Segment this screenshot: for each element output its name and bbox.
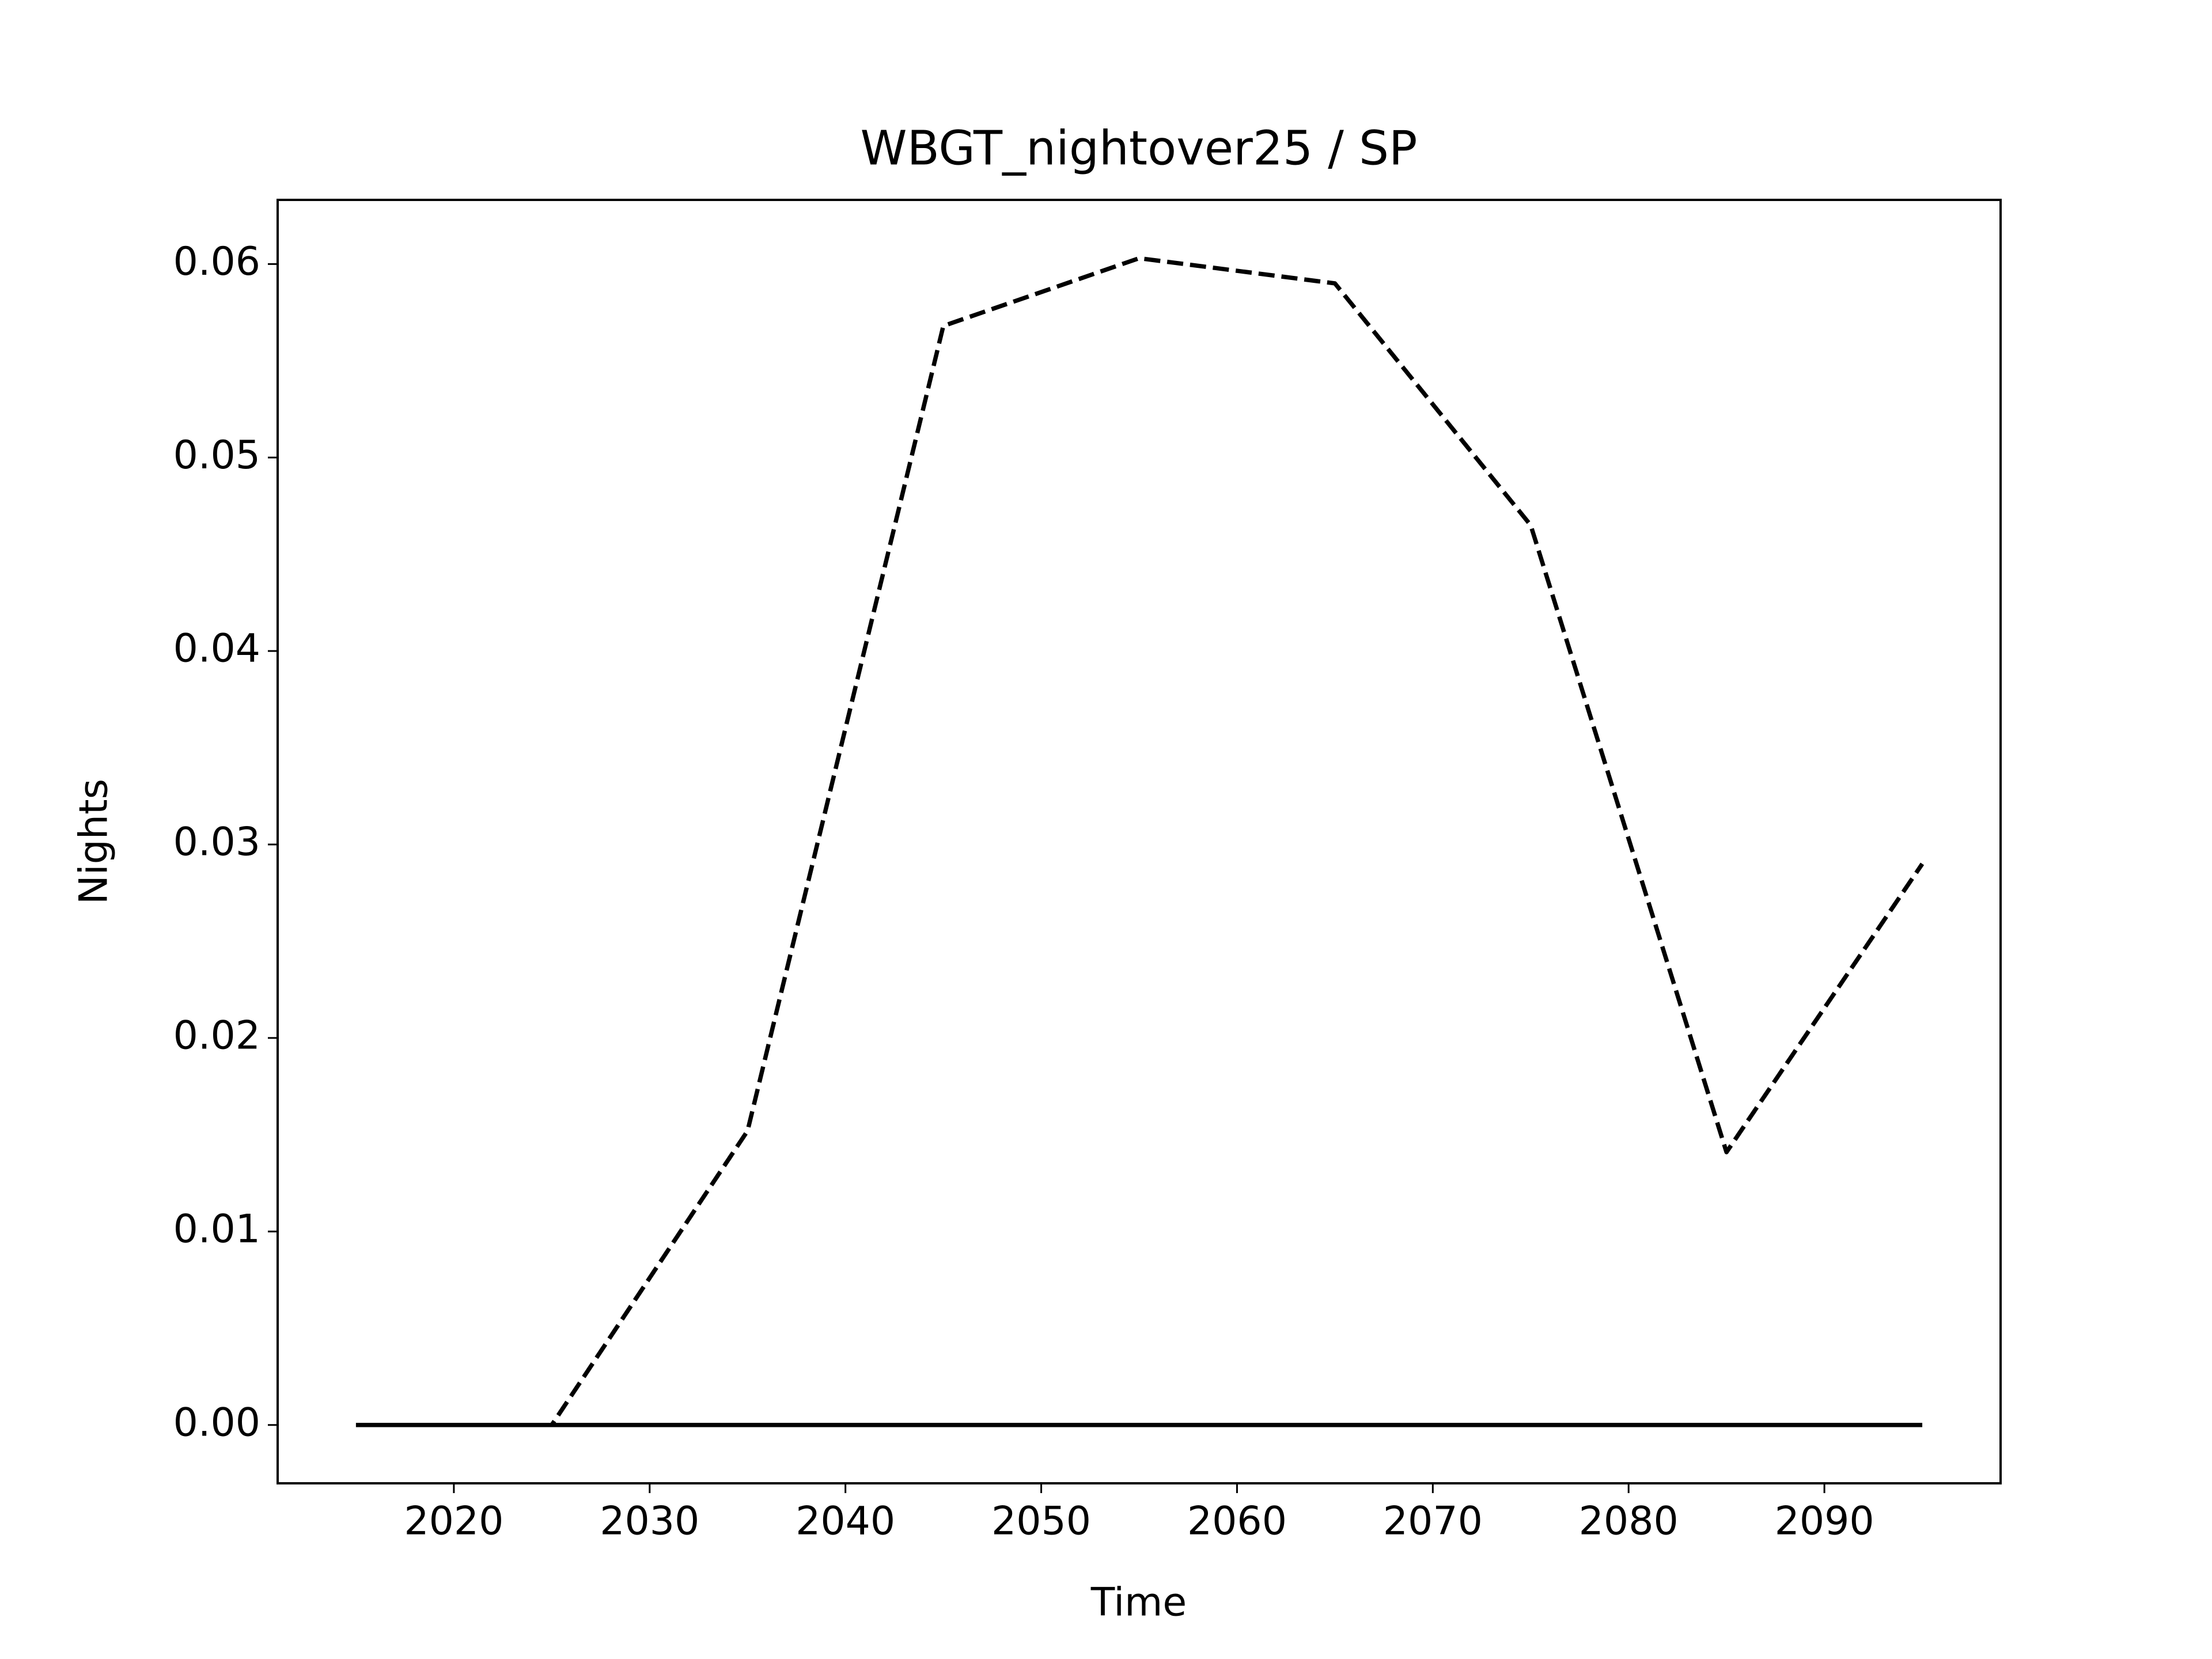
x-tick-label: 2030 [600,1499,699,1544]
y-tick-label: 0.00 [173,1400,260,1445]
y-tick-label: 0.02 [173,1013,260,1058]
x-tick-label: 2050 [991,1499,1091,1544]
y-tick-label: 0.06 [173,239,260,285]
x-axis-label: Time [1090,1580,1187,1626]
line-series [355,256,1925,1427]
y-tick-label: 0.04 [173,626,260,672]
y-axis-label: Nights [71,779,117,904]
chart-title: WBGT_nightover25 / SP [861,121,1418,176]
x-tick-label: 2080 [1579,1499,1679,1544]
x-tick-label: 2020 [404,1499,503,1544]
x-tick-label: 2090 [1775,1499,1874,1544]
plot-frame [276,199,2002,1484]
y-tick-label: 0.05 [173,433,260,478]
x-tick-label: 2070 [1383,1499,1483,1544]
y-tick-label: 0.01 [173,1206,260,1252]
x-tick-label: 2060 [1187,1499,1287,1544]
y-tick-label: 0.03 [173,820,260,865]
x-tick-label: 2040 [796,1499,895,1544]
